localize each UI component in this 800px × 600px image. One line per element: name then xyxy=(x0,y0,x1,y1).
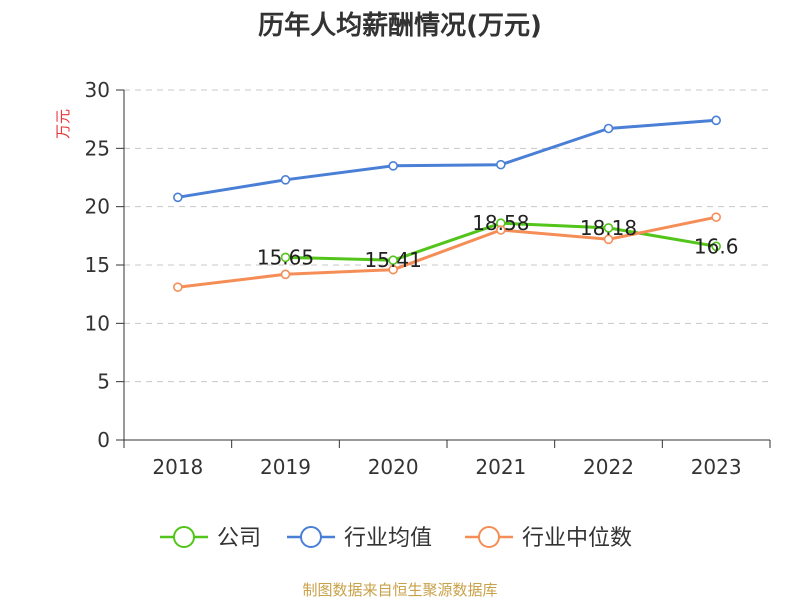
series-0-point-2020 xyxy=(388,255,398,266)
series-layer xyxy=(173,115,721,292)
legend-label-0: 公司 xyxy=(217,526,261,551)
legend-label-1: 行业均值 xyxy=(344,526,432,551)
series-2-point-2019 xyxy=(280,269,291,280)
series-line-2 xyxy=(177,215,717,289)
data-label-2020: 15.41 xyxy=(365,248,422,272)
series-1-point-2019 xyxy=(280,175,291,185)
data-label-2023: 16.6 xyxy=(694,234,739,258)
x-tick-label-2018: 2018 xyxy=(152,455,203,479)
y-tick-label-15: 15 xyxy=(85,253,110,277)
legend-marker-1 xyxy=(300,526,322,548)
x-tick-label-2022: 2022 xyxy=(583,455,634,479)
x-tick-label-2021: 2021 xyxy=(475,455,526,479)
y-tick-label-10: 10 xyxy=(85,311,110,335)
series-1-point-2018 xyxy=(173,192,183,203)
chart-title: 历年人均薪酬情况(万元) xyxy=(258,10,542,41)
source-note: 制图数据来自恒生聚源数据库 xyxy=(302,581,497,599)
y-tick-label-20: 20 xyxy=(85,195,110,219)
legend-marker-2 xyxy=(478,526,500,548)
grid-lines xyxy=(124,89,770,383)
series-0-point-2019 xyxy=(280,252,291,263)
series-2-point-2018 xyxy=(173,282,183,292)
legend: 公司 行业均值 行业中位数 xyxy=(160,526,632,551)
x-tick-label-2023: 2023 xyxy=(691,455,742,479)
series-1-point-2023 xyxy=(711,115,721,126)
y-tick-label-0: 0 xyxy=(97,428,110,452)
data-label-2022: 18.18 xyxy=(580,216,637,240)
data-label-2021: 18.58 xyxy=(472,211,529,235)
y-tick-label-30: 30 xyxy=(85,78,110,102)
series-2-point-2023 xyxy=(711,212,721,222)
series-0-point-2023 xyxy=(711,241,721,252)
axes: 0 5 10 15 20 25 30 2018 2019 2020 2021 2022 2023 xyxy=(85,78,771,479)
series-2-point-2020 xyxy=(388,264,398,275)
series-2-point-2021 xyxy=(496,225,506,235)
y-tick-label-5: 5 xyxy=(97,370,110,394)
legend-label-2: 行业中位数 xyxy=(522,526,632,551)
series-2-point-2022 xyxy=(603,234,614,245)
legend-marker-0 xyxy=(173,526,195,548)
series-1-point-2020 xyxy=(388,161,398,171)
series-line-1 xyxy=(177,118,717,199)
y-tick-label-25: 25 xyxy=(85,136,110,160)
x-tick-label-2019: 2019 xyxy=(260,455,311,479)
y-axis-label: 万元 xyxy=(54,109,72,139)
data-labels: 15.65 15.41 18.58 18.18 16.6 xyxy=(257,211,739,272)
x-tick-label-2020: 2020 xyxy=(368,455,419,479)
series-1-point-2021 xyxy=(496,159,506,170)
series-1-point-2022 xyxy=(603,123,614,134)
data-label-2019: 15.65 xyxy=(257,245,314,269)
series-0-point-2022 xyxy=(603,223,614,233)
